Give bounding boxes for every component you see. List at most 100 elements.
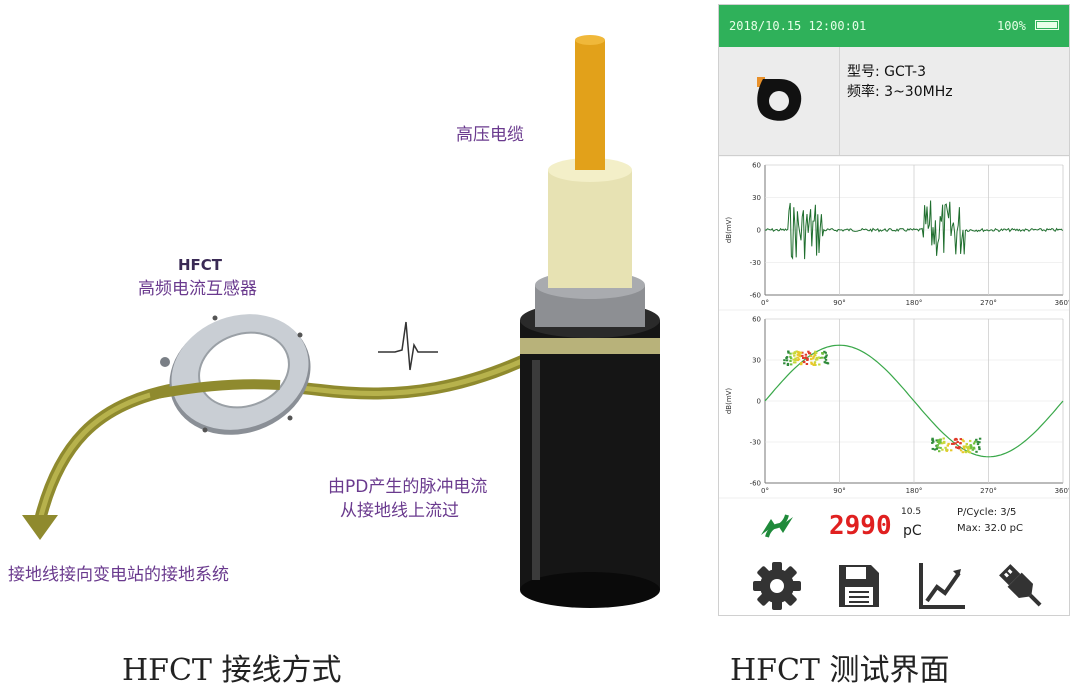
scatter-point: [824, 351, 827, 354]
scatter-point: [956, 447, 960, 449]
scatter-point: [937, 439, 940, 442]
max-label: Max: 32.0 pC: [957, 523, 1023, 534]
scatter-point: [935, 439, 938, 442]
scatter-point: [954, 442, 957, 445]
scatter-point: [783, 362, 786, 365]
scatter-point: [812, 357, 815, 360]
scatter-point: [931, 437, 934, 440]
scatter-point: [943, 440, 946, 443]
caption-test-interface: HFCT 测试界面: [730, 653, 950, 688]
scatter-point: [964, 451, 968, 454]
scatter-point: [956, 441, 959, 443]
scatter-point: [789, 360, 792, 362]
gear-icon[interactable]: [749, 559, 805, 613]
hfct-sensor: [160, 314, 311, 435]
scatter-point: [814, 350, 817, 353]
scatter-point: [978, 448, 981, 451]
scatter-point: [796, 356, 799, 359]
scatter-point: [825, 354, 828, 357]
scatter-point: [972, 442, 976, 445]
sine-reference: [764, 344, 1064, 458]
scatter-point: [932, 440, 935, 443]
scatter-point: [939, 441, 942, 444]
scatter-point: [937, 446, 940, 449]
scatter-point: [824, 358, 828, 361]
scatter-point: [968, 447, 972, 450]
y-tick-label: 60: [752, 162, 761, 170]
scatter-point: [787, 350, 790, 353]
scatter-point: [806, 357, 809, 360]
cable-label: 高压电缆: [456, 125, 524, 145]
scatter-point: [959, 449, 963, 452]
save-icon[interactable]: [831, 559, 887, 613]
chart-icon[interactable]: [913, 559, 969, 613]
scatter-point: [954, 438, 957, 441]
scatter-point: [945, 448, 948, 451]
hfct-title: HFCT: [178, 256, 223, 274]
scatter-point: [978, 441, 981, 444]
scatter-point: [935, 447, 938, 450]
scatter-point: [976, 443, 980, 446]
scatter-point: [802, 357, 805, 359]
scatter-point: [976, 440, 979, 443]
scatter-point: [973, 440, 977, 443]
scatter-point: [961, 451, 964, 454]
scatter-point: [936, 444, 939, 447]
scatter-point: [792, 358, 795, 361]
scatter-point: [950, 449, 953, 452]
scatter-point: [959, 438, 962, 441]
scatter-point: [814, 364, 817, 366]
scatter-point: [938, 450, 941, 453]
scatter-point: [941, 448, 944, 451]
scatter-point: [816, 358, 819, 361]
scatter-point: [944, 446, 947, 449]
scatter-point: [823, 356, 827, 359]
scatter-point: [818, 356, 822, 359]
pulse-icon: [378, 321, 438, 371]
scatter-point: [973, 447, 976, 450]
model-label: 型号: GCT-3: [847, 64, 927, 80]
diagram-illustration: [22, 35, 660, 608]
scatter-point: [823, 350, 826, 353]
scatter-point: [787, 351, 790, 354]
x-tick-label: 360°: [1055, 487, 1070, 495]
x-tick-label: 90°: [833, 299, 845, 307]
scatter-point: [815, 352, 818, 354]
scatter-point: [970, 445, 973, 448]
scatter-point: [818, 363, 821, 366]
scatter-point: [950, 442, 954, 445]
value-unit: pC: [903, 523, 922, 539]
scatter-point: [796, 359, 799, 362]
y-axis-label: dB(mV): [725, 388, 733, 415]
sensor-logo-icon: [757, 77, 802, 121]
scatter-point: [942, 437, 945, 440]
x-tick-label: 180°: [906, 487, 923, 495]
hfct-subtitle: 高频电流互感器: [138, 279, 257, 299]
scatter-point: [955, 446, 958, 449]
scatter-point: [793, 354, 796, 357]
scatter-point: [812, 364, 815, 366]
scatter-point: [821, 352, 824, 354]
pd-value: 2990: [829, 511, 892, 541]
scatter-point: [789, 357, 793, 360]
y-tick-label: 0: [757, 398, 761, 406]
battery-percent: 100%: [997, 19, 1026, 33]
frequency-label: 频率: 3~30MHz: [847, 84, 953, 100]
scatter-point: [800, 363, 803, 366]
usb-icon[interactable]: [993, 559, 1049, 613]
scatter-point: [978, 446, 981, 449]
scatter-point: [821, 356, 824, 359]
refresh-icon[interactable]: [757, 511, 797, 541]
scatter-point: [946, 444, 949, 447]
scatter-point: [810, 362, 813, 365]
scatter-point: [793, 352, 797, 355]
x-tick-label: 0°: [761, 487, 769, 495]
scatter-point: [965, 443, 968, 445]
scatter-point: [804, 353, 808, 356]
scatter-point: [931, 438, 934, 441]
readout-row: 2990 10.5 pC P/Cycle: 3/5 Max: 32.0 pC: [719, 499, 1069, 553]
scatter-point: [962, 440, 965, 443]
scatter-point: [810, 361, 813, 364]
scatter-point: [809, 355, 813, 358]
scatter-point: [938, 442, 941, 445]
